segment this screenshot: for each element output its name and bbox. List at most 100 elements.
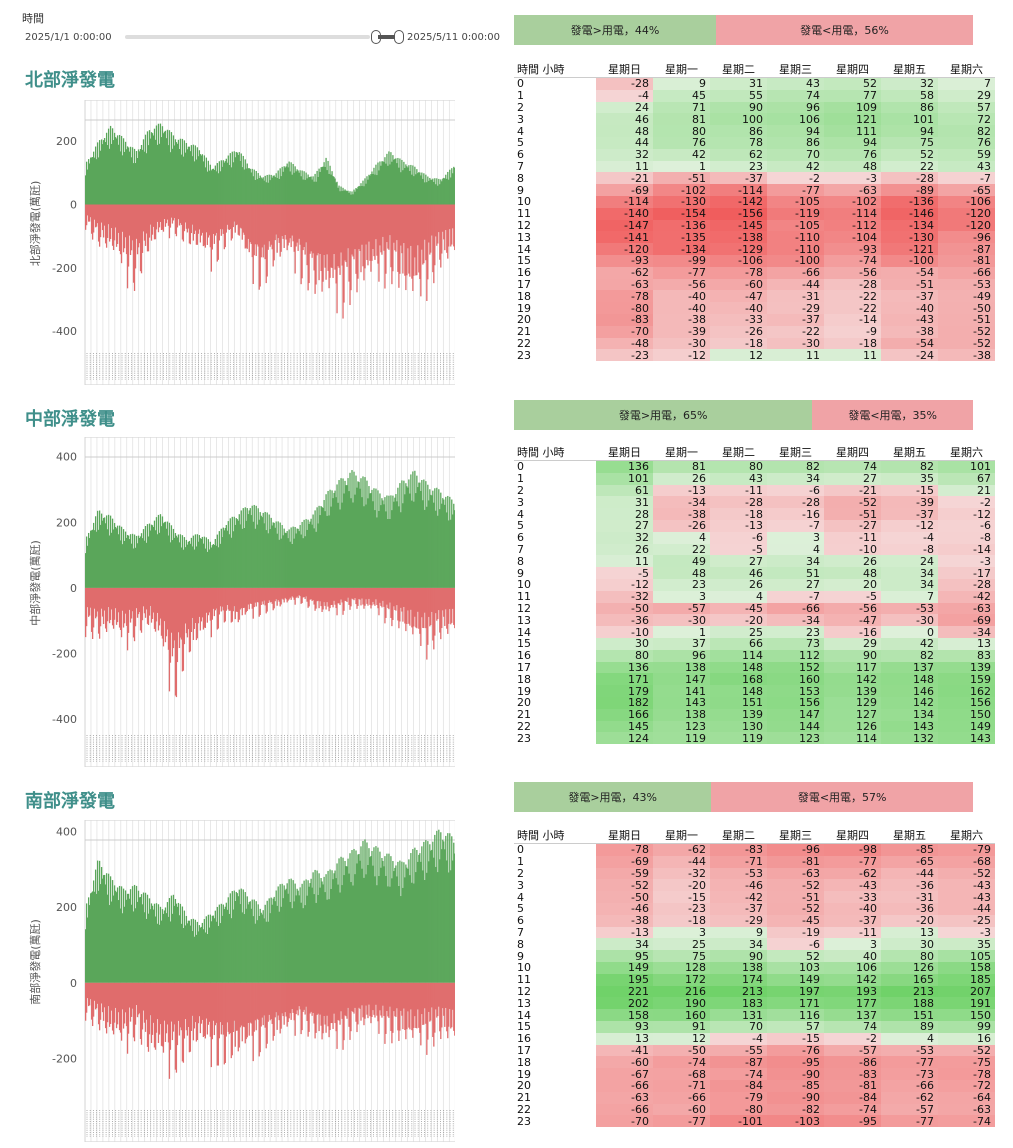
value-cell[interactable]: -43	[824, 879, 881, 892]
value-cell[interactable]: -28	[938, 578, 995, 591]
value-cell[interactable]: 80	[710, 460, 767, 473]
value-cell[interactable]: -77	[881, 1115, 938, 1128]
value-cell[interactable]: -74	[710, 1068, 767, 1080]
value-cell[interactable]: -26	[653, 519, 710, 532]
value-cell[interactable]: 7	[881, 590, 938, 603]
value-cell[interactable]: -40	[653, 302, 710, 314]
value-cell[interactable]: 26	[824, 555, 881, 568]
value-cell[interactable]: -146	[881, 207, 938, 220]
value-cell[interactable]: -81	[938, 254, 995, 267]
value-cell[interactable]: -52	[938, 867, 995, 880]
value-cell[interactable]: -33	[824, 891, 881, 903]
value-cell[interactable]: 21	[938, 484, 995, 497]
value-cell[interactable]: 12	[653, 1032, 710, 1045]
value-cell[interactable]: -77	[653, 1115, 710, 1128]
value-cell[interactable]: -51	[881, 278, 938, 291]
value-cell[interactable]: 100	[710, 113, 767, 126]
value-cell[interactable]: -66	[596, 1103, 653, 1116]
value-cell[interactable]: 134	[881, 708, 938, 721]
value-cell[interactable]: 3	[767, 531, 824, 544]
value-cell[interactable]: -5	[596, 567, 653, 579]
value-cell[interactable]: -81	[767, 855, 824, 868]
value-cell[interactable]: 172	[653, 973, 710, 986]
value-cell[interactable]: -83	[824, 1068, 881, 1080]
value-cell[interactable]: -38	[653, 508, 710, 520]
value-cell[interactable]: 62	[710, 148, 767, 161]
value-cell[interactable]: -5	[824, 590, 881, 603]
value-cell[interactable]: 3	[653, 926, 710, 939]
value-cell[interactable]: -6	[767, 484, 824, 497]
value-cell[interactable]: 57	[767, 1020, 824, 1033]
value-cell[interactable]: 162	[938, 685, 995, 697]
value-cell[interactable]: -77	[881, 1056, 938, 1069]
value-cell[interactable]: 148	[881, 673, 938, 686]
value-cell[interactable]: 82	[767, 460, 824, 473]
value-cell[interactable]: -12	[938, 508, 995, 520]
value-cell[interactable]: -37	[710, 172, 767, 185]
day-column-header[interactable]: 星期六	[938, 826, 995, 844]
value-cell[interactable]: -47	[824, 614, 881, 627]
value-cell[interactable]: -41	[596, 1044, 653, 1057]
value-cell[interactable]: -63	[767, 867, 824, 880]
value-cell[interactable]: -18	[710, 337, 767, 350]
value-cell[interactable]: -14	[938, 543, 995, 556]
value-cell[interactable]: 9	[710, 926, 767, 939]
value-cell[interactable]: 86	[881, 101, 938, 114]
value-cell[interactable]: -37	[824, 914, 881, 927]
value-cell[interactable]: -43	[881, 313, 938, 326]
value-cell[interactable]: -57	[824, 1044, 881, 1057]
value-cell[interactable]: -43	[938, 879, 995, 892]
value-cell[interactable]: -15	[881, 484, 938, 497]
value-cell[interactable]: 71	[653, 101, 710, 114]
value-cell[interactable]: -51	[938, 313, 995, 326]
value-cell[interactable]: -99	[653, 254, 710, 267]
value-cell[interactable]: -43	[938, 891, 995, 903]
value-cell[interactable]: 48	[824, 160, 881, 173]
value-cell[interactable]: -18	[824, 337, 881, 350]
value-cell[interactable]: -12	[653, 349, 710, 362]
value-cell[interactable]: -96	[767, 843, 824, 856]
value-cell[interactable]: -50	[596, 602, 653, 615]
value-cell[interactable]: 166	[596, 708, 653, 721]
value-cell[interactable]: -110	[767, 243, 824, 255]
value-cell[interactable]: -53	[881, 602, 938, 615]
value-cell[interactable]: -102	[653, 184, 710, 196]
value-cell[interactable]: -30	[881, 614, 938, 627]
value-cell[interactable]: -53	[881, 1044, 938, 1057]
value-cell[interactable]: 1	[653, 160, 710, 173]
value-cell[interactable]: 37	[653, 637, 710, 650]
value-cell[interactable]: 3	[653, 590, 710, 603]
value-cell[interactable]: 42	[653, 148, 710, 161]
value-cell[interactable]: 11	[596, 160, 653, 173]
value-cell[interactable]: 143	[881, 720, 938, 733]
value-cell[interactable]: 30	[881, 938, 938, 951]
value-cell[interactable]: 91	[653, 1020, 710, 1033]
value-cell[interactable]: 11	[767, 349, 824, 362]
value-cell[interactable]: -56	[653, 278, 710, 291]
value-cell[interactable]: -48	[596, 337, 653, 350]
value-cell[interactable]: 131	[710, 1009, 767, 1021]
value-cell[interactable]: 145	[596, 720, 653, 733]
value-cell[interactable]: 4	[710, 590, 767, 603]
value-cell[interactable]: -38	[881, 325, 938, 338]
value-cell[interactable]: 121	[824, 113, 881, 126]
value-cell[interactable]: 132	[881, 732, 938, 745]
value-cell[interactable]: -78	[596, 843, 653, 856]
value-cell[interactable]: 123	[767, 732, 824, 745]
day-column-header[interactable]: 星期三	[767, 60, 824, 78]
value-cell[interactable]: 34	[881, 578, 938, 591]
value-cell[interactable]: -120	[938, 207, 995, 220]
value-cell[interactable]: -74	[938, 1115, 995, 1128]
value-cell[interactable]: 76	[938, 136, 995, 149]
value-cell[interactable]: -120	[596, 243, 653, 255]
value-cell[interactable]: 23	[710, 160, 767, 173]
value-cell[interactable]: -74	[653, 1056, 710, 1069]
value-cell[interactable]: 158	[596, 1009, 653, 1021]
value-cell[interactable]: -46	[596, 902, 653, 915]
value-cell[interactable]: -7	[938, 172, 995, 185]
value-cell[interactable]: -80	[596, 302, 653, 314]
value-cell[interactable]: 34	[710, 938, 767, 951]
ratio-positive-segment[interactable]: 發電>用電，44%	[514, 15, 716, 45]
value-cell[interactable]: 59	[938, 148, 995, 161]
value-cell[interactable]: 76	[824, 148, 881, 161]
